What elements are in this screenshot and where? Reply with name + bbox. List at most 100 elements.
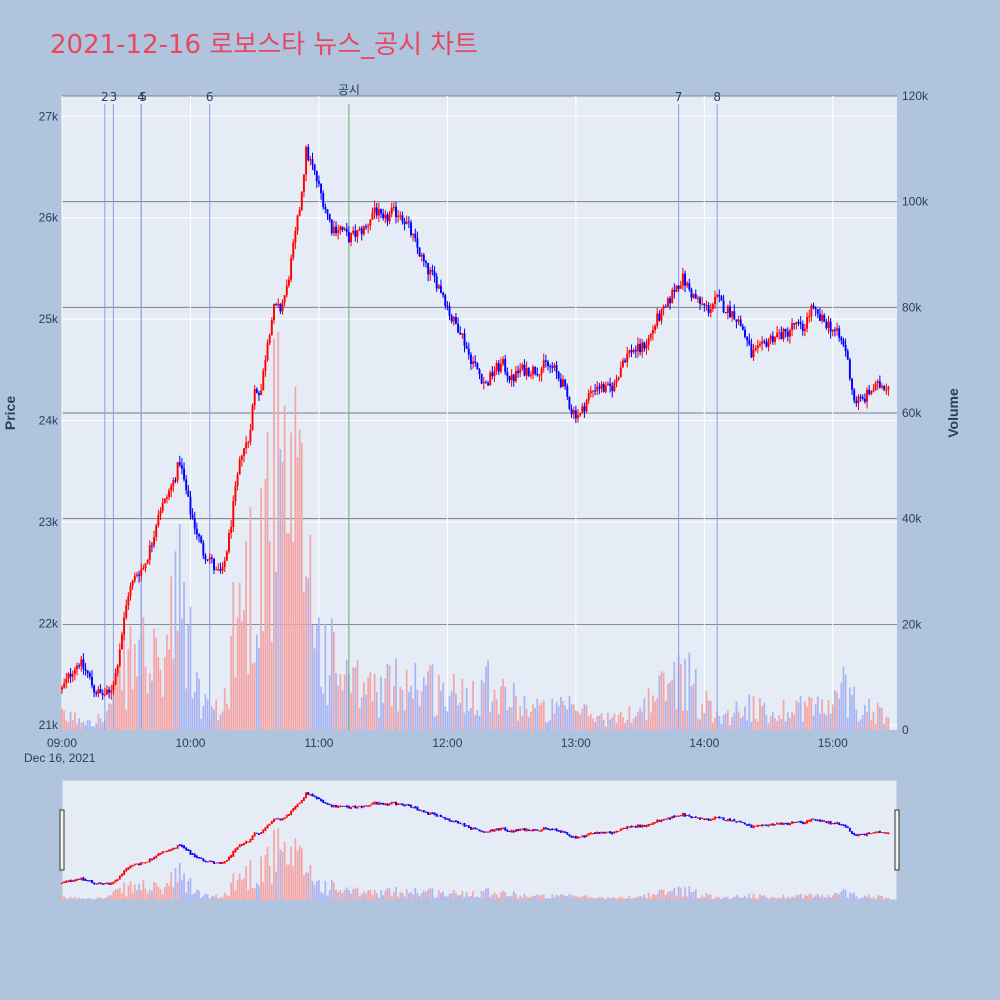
candle-body[interactable] [332, 226, 335, 234]
candle-body[interactable] [598, 386, 601, 389]
candle-body[interactable] [838, 328, 841, 338]
candle-body[interactable] [769, 335, 772, 341]
candle-body[interactable] [825, 321, 828, 328]
candle-body[interactable] [322, 193, 325, 207]
candle-body[interactable] [174, 480, 177, 482]
candle-body[interactable] [831, 329, 834, 332]
candle-body[interactable] [547, 361, 549, 367]
candle-body[interactable] [810, 305, 813, 317]
candle-body[interactable] [827, 321, 830, 328]
candle-body[interactable] [876, 381, 879, 384]
candle-body[interactable] [183, 468, 186, 480]
candle-body[interactable] [307, 146, 310, 161]
candle-body[interactable] [801, 324, 804, 331]
candle-body[interactable] [716, 294, 719, 297]
candle-body[interactable] [116, 665, 119, 674]
candle-body[interactable] [465, 345, 468, 349]
candle-body[interactable] [855, 400, 858, 404]
candle-body[interactable] [510, 374, 513, 381]
candle-body[interactable] [739, 319, 742, 327]
candle-body[interactable] [881, 385, 883, 388]
candle-body[interactable] [581, 406, 584, 414]
candle-body[interactable] [185, 479, 188, 491]
candle-body[interactable] [731, 311, 734, 318]
candle-body[interactable] [142, 567, 145, 570]
candle-body[interactable] [120, 634, 123, 650]
candle-body[interactable] [484, 382, 487, 384]
candle-body[interactable] [808, 316, 811, 318]
candle-body[interactable] [439, 285, 442, 293]
candle-body[interactable] [761, 341, 764, 344]
candle-body[interactable] [585, 400, 588, 412]
candle-body[interactable] [285, 285, 288, 296]
candle-body[interactable] [317, 181, 320, 184]
candle-body[interactable] [833, 329, 836, 331]
candle-body[interactable] [497, 363, 500, 372]
candle-body[interactable] [793, 323, 796, 325]
candle-body[interactable] [525, 367, 528, 376]
candle-body[interactable] [750, 344, 753, 358]
candle-body[interactable] [277, 303, 280, 306]
candle-body[interactable] [305, 146, 308, 175]
candle-body[interactable] [662, 306, 665, 309]
candle-body[interactable] [238, 459, 241, 475]
candle-body[interactable] [206, 559, 209, 561]
candle-body[interactable] [88, 673, 91, 677]
candle-body[interactable] [654, 325, 657, 330]
candle-body[interactable] [258, 392, 260, 395]
candle-body[interactable] [61, 687, 63, 690]
candle-body[interactable] [658, 313, 661, 321]
candle-body[interactable] [606, 383, 609, 386]
candle-body[interactable] [621, 360, 624, 368]
candle-body[interactable] [557, 372, 560, 379]
candle-body[interactable] [806, 317, 809, 329]
candle-body[interactable] [105, 689, 108, 695]
candle-body[interactable] [767, 340, 770, 347]
candle-body[interactable] [341, 226, 344, 230]
candle-body[interactable] [859, 396, 862, 398]
candle-body[interactable] [347, 231, 350, 243]
candle-body[interactable] [135, 574, 138, 576]
candle-body[interactable] [71, 673, 74, 677]
candle-body[interactable] [604, 385, 607, 392]
candle-body[interactable] [380, 209, 382, 214]
candle-body[interactable] [722, 300, 725, 313]
candle-body[interactable] [878, 381, 881, 388]
candle-body[interactable] [251, 405, 254, 430]
candle-body[interactable] [763, 341, 766, 343]
candle-body[interactable] [639, 343, 642, 353]
candle-body[interactable] [823, 315, 826, 322]
candle-body[interactable] [609, 383, 612, 386]
candle-body[interactable] [735, 319, 738, 322]
candle-body[interactable] [773, 336, 776, 342]
candle-body[interactable] [195, 528, 198, 535]
candle-body[interactable] [776, 332, 779, 337]
candle-body[interactable] [176, 462, 179, 481]
candle-body[interactable] [454, 317, 457, 324]
candle-body[interactable] [339, 226, 342, 231]
candle-body[interactable] [536, 373, 539, 376]
candle-body[interactable] [829, 321, 832, 332]
candle-body[interactable] [320, 183, 323, 194]
candle-body[interactable] [193, 518, 196, 529]
candle-body[interactable] [733, 311, 736, 320]
candle-body[interactable] [76, 665, 78, 670]
candle-body[interactable] [401, 215, 404, 222]
candle-body[interactable] [397, 215, 400, 218]
candle-body[interactable] [326, 209, 329, 214]
candle-body[interactable] [870, 390, 873, 395]
candle-body[interactable] [375, 207, 378, 216]
candle-body[interactable] [487, 382, 490, 386]
candle-body[interactable] [502, 358, 505, 365]
candle-body[interactable] [846, 351, 849, 360]
candle-body[interactable] [617, 377, 620, 380]
candle-body[interactable] [165, 497, 168, 499]
candle-body[interactable] [797, 322, 800, 324]
candle-body[interactable] [416, 238, 419, 248]
candle-body[interactable] [243, 448, 245, 456]
candle-body[interactable] [615, 379, 618, 383]
candle-body[interactable] [133, 575, 136, 581]
candle-body[interactable] [814, 307, 817, 310]
candle-body[interactable] [765, 342, 768, 347]
candle-body[interactable] [701, 303, 704, 305]
